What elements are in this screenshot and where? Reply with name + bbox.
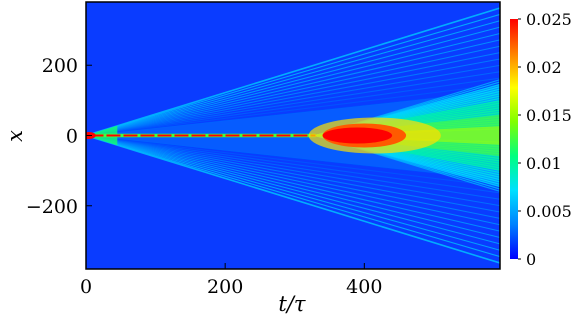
y-axis-title: x — [3, 130, 27, 142]
cone-ray — [86, 134, 500, 194]
cone-ray — [86, 7, 500, 137]
y-tick-label: 0 — [66, 126, 78, 148]
cone-ray — [86, 134, 500, 200]
x-tick-label: 400 — [346, 276, 382, 298]
x-tick-label: 200 — [207, 276, 243, 298]
colorbar-tick-label: 0 — [526, 250, 536, 269]
cone-ray — [86, 134, 500, 207]
y-tick-label: 200 — [42, 55, 78, 77]
cone-ray — [86, 77, 500, 137]
colorbar-tick-label: 0.01 — [526, 154, 562, 173]
cone-ray — [86, 32, 500, 137]
cone-ray — [86, 134, 500, 181]
colorbar-tick-label: 0.015 — [526, 106, 572, 125]
x-axis-title: t/τ — [278, 292, 306, 316]
cone-ray — [86, 64, 500, 137]
colorbar-tick-label: 0.005 — [526, 202, 572, 221]
cone-ray — [86, 134, 500, 251]
x-tick-label: 0 — [80, 276, 92, 298]
y-tick-label: −200 — [26, 196, 78, 218]
cone-ray — [86, 83, 500, 137]
cone-ray — [86, 134, 500, 258]
cone-ray — [86, 134, 500, 264]
colorbar — [510, 19, 518, 259]
colorbar-tick-label: 0.02 — [526, 58, 562, 77]
cone-ray — [86, 13, 500, 137]
cone-ray — [86, 20, 500, 137]
cone-ray — [86, 90, 500, 137]
cone-ray — [86, 71, 500, 137]
cone-ray — [86, 134, 500, 245]
y-axis-ticks: 200 0 −200 — [26, 55, 92, 218]
plot-area — [86, 2, 500, 269]
cone-ray — [86, 52, 500, 137]
cone-ray — [86, 134, 500, 226]
colorbar-ticks: 0.025 0.02 0.015 0.01 0.005 0 — [518, 10, 572, 269]
cone-ray — [86, 134, 500, 232]
cone-ray — [86, 26, 500, 137]
cone-ray — [86, 134, 500, 219]
cone-ray — [86, 45, 500, 137]
colorbar-tick-label: 0.025 — [526, 10, 572, 29]
cone-ray — [86, 39, 500, 137]
cone-ray — [86, 134, 500, 213]
cone-ray — [86, 134, 500, 188]
cone-ray — [86, 134, 500, 239]
cone-ray — [86, 58, 500, 137]
hot-spot — [308, 117, 441, 154]
x-axis-ticks: 0 200 400 — [80, 263, 382, 298]
